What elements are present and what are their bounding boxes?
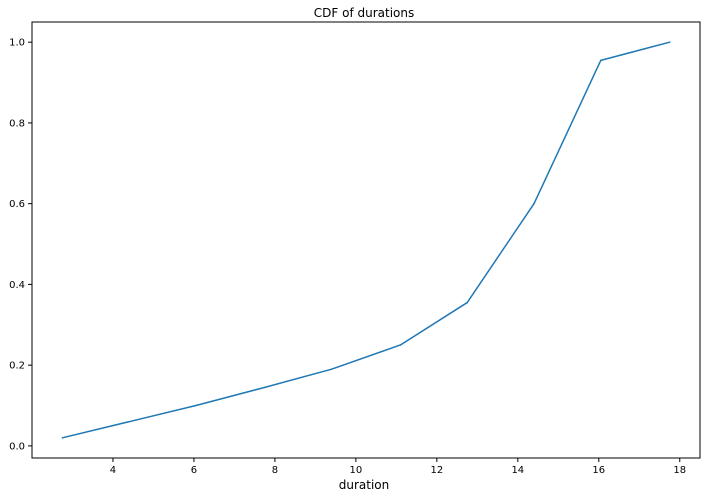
cdf-data-point [600, 59, 602, 62]
cdf-data-point [399, 344, 402, 346]
y-tick-label: 1.0 [9, 38, 25, 49]
x-axis-title: duration [339, 478, 390, 492]
cdf-data-point [668, 41, 671, 43]
cdf-data-point [61, 437, 64, 439]
cdf-data-point [533, 202, 535, 205]
x-tick-label: 16 [592, 465, 605, 476]
y-tick-label: 0.0 [9, 441, 25, 452]
x-tick-label: 12 [430, 465, 443, 476]
y-tick-label: 0.4 [9, 280, 25, 291]
y-tick-label: 0.8 [9, 118, 25, 129]
x-tick-label: 6 [191, 465, 197, 476]
cdf-data-point [264, 386, 266, 389]
plot-area-frame [31, 21, 701, 459]
y-tick-label: 0.2 [9, 361, 25, 372]
chart-title: CDF of durations [314, 6, 414, 20]
x-tick-label: 8 [272, 465, 278, 476]
x-tick-label: 4 [110, 465, 116, 476]
cdf-series-line [62, 41, 670, 439]
x-tick-label: 10 [350, 465, 363, 476]
x-tick-label: 14 [511, 465, 524, 476]
cdf-data-point [466, 301, 468, 304]
x-axis-ticks: 4 6 8 10 12 14 16 18 [110, 458, 686, 476]
cdf-data-point [330, 368, 333, 370]
x-tick-label: 18 [673, 465, 686, 476]
cdf-data-point [195, 404, 197, 407]
y-tick-label: 0.6 [9, 199, 25, 210]
cdf-series-points [61, 41, 671, 439]
cdf-data-point [128, 420, 130, 423]
y-axis-ticks: 0.0 0.2 0.4 0.6 0.8 1.0 [9, 38, 32, 452]
